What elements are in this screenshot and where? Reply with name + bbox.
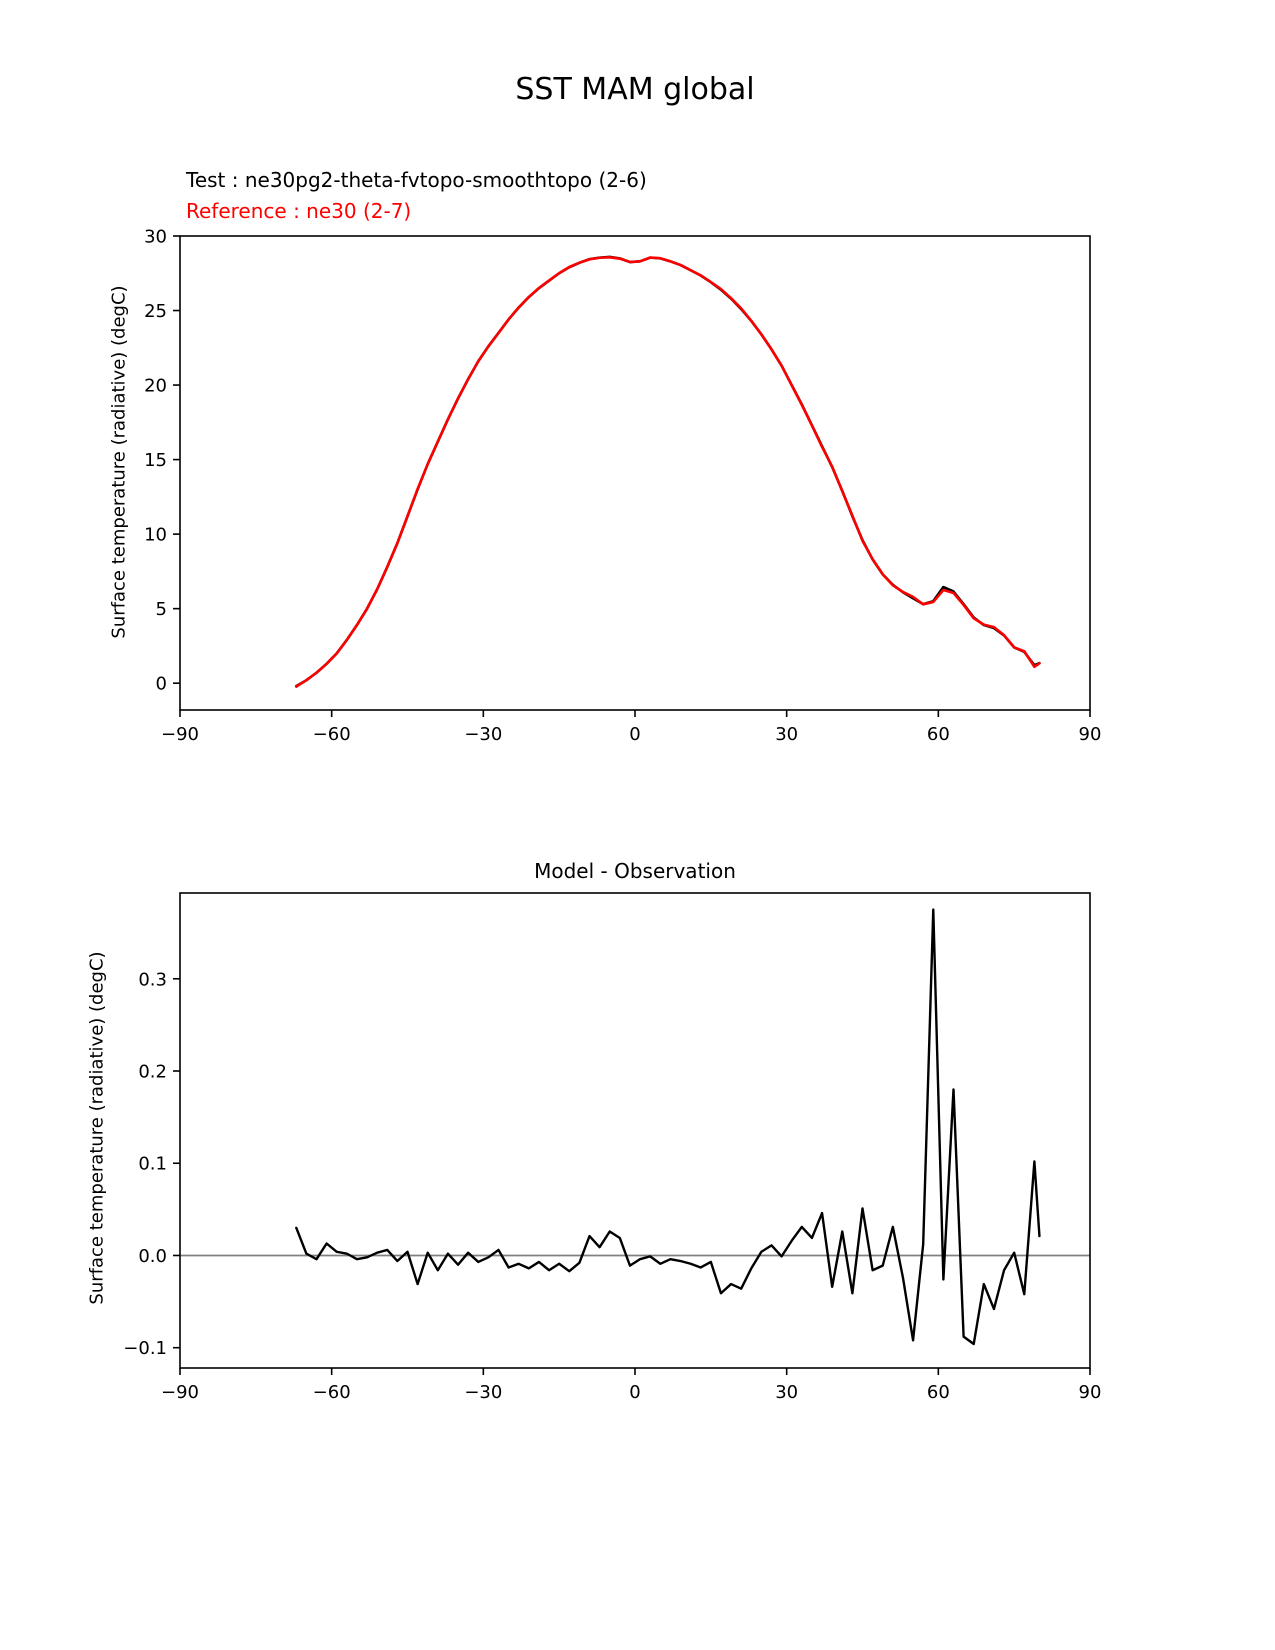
bottom-chart-y-tick-label: 0.2 xyxy=(138,1062,167,1083)
bottom-chart-x-tick-label: −60 xyxy=(313,1382,351,1403)
top-chart-axes: −90 −60 −30 0 30 60 90 0 5 10 15 20 25 30 xyxy=(144,227,1101,746)
top-chart-x-tick-label: −30 xyxy=(464,724,502,745)
test-label: Test : ne30pg2-theta-fvtopo-smoothtopo (… xyxy=(186,168,647,192)
legend: Test : ne30pg2-theta-fvtopo-smoothtopo (… xyxy=(186,165,647,227)
bottom-chart-x-tick-label: 0 xyxy=(629,1382,640,1403)
top-chart-y-tick-label: 5 xyxy=(156,599,167,620)
top-chart-x-tick-label: 60 xyxy=(927,724,950,745)
top-chart-y-tick-label: 20 xyxy=(144,376,167,397)
bottom-chart-y-tick-label: 0.1 xyxy=(138,1154,167,1175)
figure-title: SST MAM global xyxy=(515,72,755,107)
bottom-chart-y-tick-label: 0.3 xyxy=(138,969,167,990)
top-chart-y-tick-label: 25 xyxy=(144,301,167,322)
bottom-chart-title: Model - Observation xyxy=(534,859,736,883)
bottom-chart-x-tick-label: 30 xyxy=(775,1382,798,1403)
top-chart-series-0 xyxy=(294,255,1041,688)
top-chart-x-tick-label: 30 xyxy=(775,724,798,745)
top-y-axis-label: Surface temperature (radiative) (degC) xyxy=(108,285,130,639)
bottom-chart-x-tick-label: −90 xyxy=(161,1382,199,1403)
reference-label: Reference : ne30 (2-7) xyxy=(186,199,412,223)
bottom-chart-x-tick-label: 60 xyxy=(927,1382,950,1403)
bottom-chart-frame xyxy=(179,892,1091,1369)
top-chart-x-tick-label: 90 xyxy=(1079,724,1102,745)
top-chart-y-tick-label: 10 xyxy=(144,525,167,546)
bottom-chart-y-tick-label: 0.0 xyxy=(138,1246,167,1267)
top-chart-x-tick-label: 0 xyxy=(629,724,640,745)
bottom-y-axis-label: Surface temperature (radiative) (degC) xyxy=(86,951,108,1305)
bottom-chart-x-tick-label: 90 xyxy=(1079,1382,1102,1403)
bottom-chart-axes: −90 −60 −30 0 30 60 90 −0.1 0.0 0.1 0.2 0.3 xyxy=(123,892,1102,1403)
top-chart-y-tick-label: 15 xyxy=(144,450,167,471)
top-chart-x-tick-label: −90 xyxy=(161,724,199,745)
top-chart-series-1 xyxy=(294,256,1041,688)
bottom-chart-series-0 xyxy=(295,908,1041,1346)
bottom-chart-x-tick-label: −30 xyxy=(464,1382,502,1403)
bottom-chart-y-tick-label: −0.1 xyxy=(123,1338,167,1359)
top-chart-y-tick-label: 0 xyxy=(156,674,167,695)
top-chart-y-tick-label: 30 xyxy=(144,227,167,248)
top-chart-x-tick-label: −60 xyxy=(313,724,351,745)
top-chart-frame xyxy=(179,235,1091,711)
